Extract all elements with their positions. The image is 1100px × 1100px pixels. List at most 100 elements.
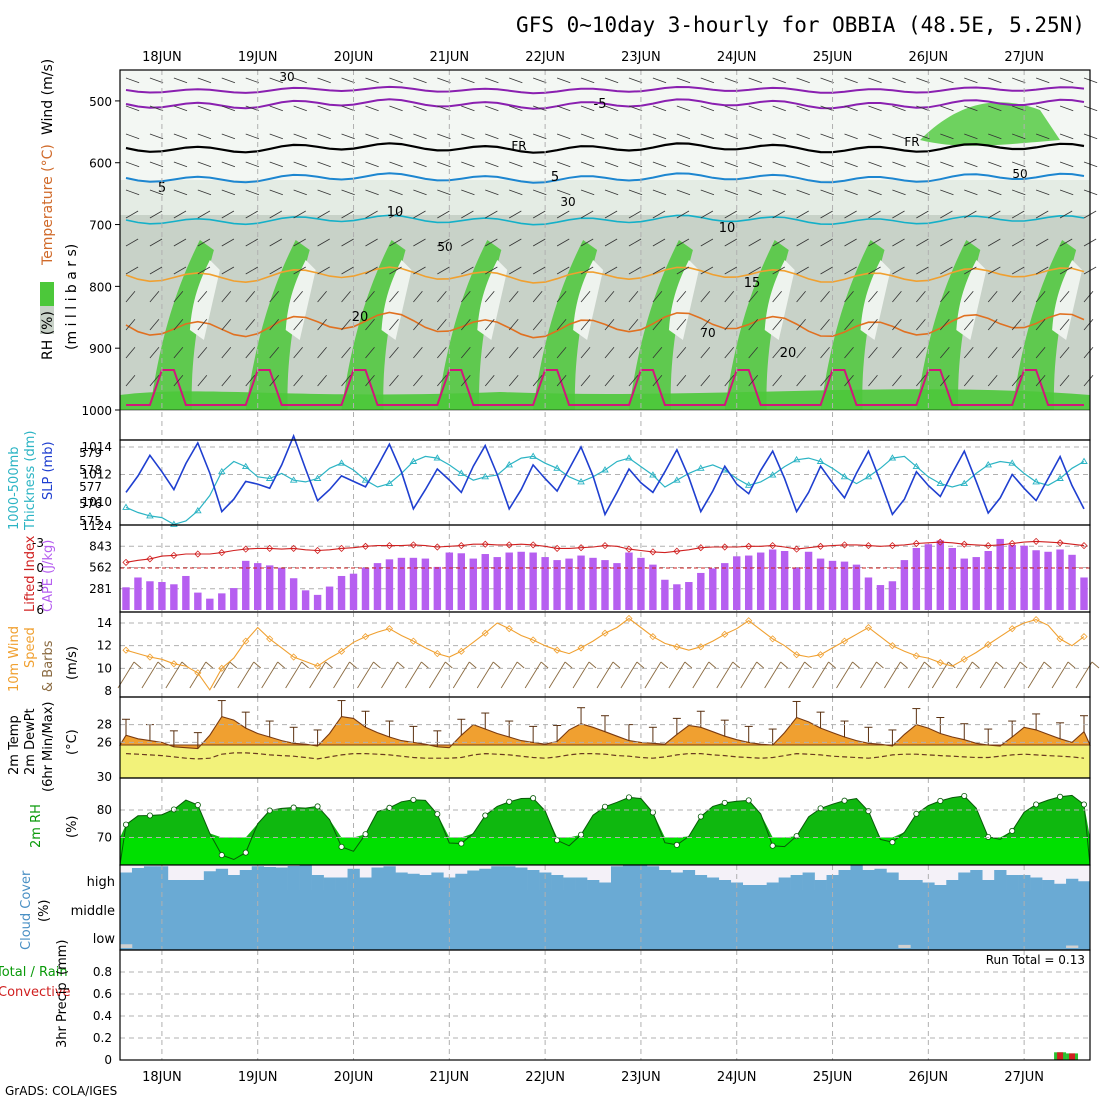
wind-label-c: & Barbs (41, 640, 56, 692)
thickness-point (1008, 459, 1016, 466)
wind-barb (772, 161, 786, 168)
li-point (481, 540, 489, 548)
cape-bar (828, 560, 837, 610)
temp-contour-5 (125, 172, 1085, 184)
cape-bar (972, 557, 980, 610)
wind-barb (460, 375, 471, 387)
wind-barb (1083, 291, 1094, 303)
wind-barb (948, 661, 956, 669)
wind-barb (868, 210, 881, 219)
wind-barb (772, 319, 782, 331)
wind-barb (676, 375, 687, 387)
wind-barb (269, 133, 283, 140)
wind-barb (844, 161, 858, 168)
wind-barb (708, 661, 717, 669)
wind-barb (740, 661, 758, 689)
cape-bar (984, 551, 992, 610)
wind-barb (652, 266, 666, 275)
li-point (361, 542, 370, 550)
wind-barb (365, 238, 378, 247)
li-point (1056, 539, 1064, 547)
wind-barb (892, 210, 905, 219)
wind-barb (964, 210, 977, 219)
wind-speed-point (912, 652, 920, 660)
wind-barb (173, 161, 188, 168)
cloud-level-label: low (93, 932, 116, 947)
li-point (433, 543, 441, 551)
rh-point (865, 808, 872, 815)
wind-barb (556, 210, 570, 219)
wind-speed-point (122, 646, 130, 654)
cape-bar (457, 553, 466, 610)
cape-bar (409, 557, 418, 610)
cape-bar (445, 552, 454, 610)
wind-barb (604, 189, 619, 196)
thickness-tick-label: 579 (79, 446, 102, 460)
wind-barb (461, 77, 475, 84)
cloud-high-bar (299, 865, 312, 890)
wind-barb (796, 77, 810, 84)
wind-barb (556, 77, 571, 84)
wind-barb (365, 347, 375, 359)
cape-bar (1020, 545, 1028, 610)
wind-barb (173, 133, 188, 140)
contour-label: -5 (594, 97, 607, 112)
wind-barb (413, 161, 427, 168)
wind-barb (820, 319, 830, 331)
rh-point (362, 831, 369, 838)
rh-dry-patch (668, 260, 699, 340)
cloud-high-bar (946, 880, 959, 890)
rh-label: 2m RH (29, 804, 44, 848)
wind-barb (460, 347, 471, 359)
li-point (242, 545, 250, 553)
contour-label: 50 (1012, 167, 1027, 181)
wind-barb (868, 266, 881, 275)
wind-speed-point (194, 669, 202, 677)
rh-base-area (120, 837, 1090, 865)
wind-barb (461, 161, 475, 168)
cape-bar (313, 594, 322, 610)
cape-bar (685, 582, 693, 610)
wind-barb (149, 210, 163, 219)
wind-barb (804, 661, 812, 669)
cape-bar (924, 544, 933, 610)
cape-bar (960, 558, 968, 610)
wind-barb (964, 105, 978, 112)
wind-barb (532, 319, 543, 331)
wind-barb (197, 291, 208, 303)
rh2m-panel: 70 80 (97, 777, 1091, 866)
contour-label: FR (511, 139, 526, 153)
wind-barb (868, 77, 882, 84)
wind-barb (796, 375, 806, 387)
wind-barb (1067, 661, 1076, 669)
top-date-label: 24JUN (717, 50, 757, 65)
cloud-low-bar (1066, 945, 1079, 948)
li-point (577, 544, 585, 552)
wind-barb (963, 375, 974, 387)
bottom-date-label: 22JUN (525, 1070, 565, 1085)
top-date-label: 18JUN (142, 50, 182, 65)
wind-speed-point (337, 647, 346, 655)
wind-barb (213, 661, 231, 689)
wind-barb (916, 105, 930, 112)
wind-barb (588, 661, 597, 669)
cloud-high-bar (227, 875, 241, 890)
wind-barb (397, 661, 405, 669)
wind-barb (604, 133, 619, 140)
wind-barb (644, 661, 662, 689)
wind-speed-point (433, 650, 441, 658)
rh-point (649, 809, 656, 816)
upper-units-label: (m i l l i b a r s) (64, 244, 80, 350)
wind-barb (125, 291, 136, 303)
wind-barb (293, 291, 303, 303)
rh-point (266, 807, 273, 814)
wind-barb (317, 189, 331, 196)
wind-barb (389, 375, 399, 387)
cape-bar (1080, 577, 1088, 610)
wind-barb (357, 661, 374, 689)
cloud-high-bar (275, 867, 288, 890)
wind-barb (1027, 661, 1045, 689)
wind-barb (916, 77, 930, 84)
cape-bar (816, 558, 825, 610)
wind-barb (437, 319, 447, 331)
